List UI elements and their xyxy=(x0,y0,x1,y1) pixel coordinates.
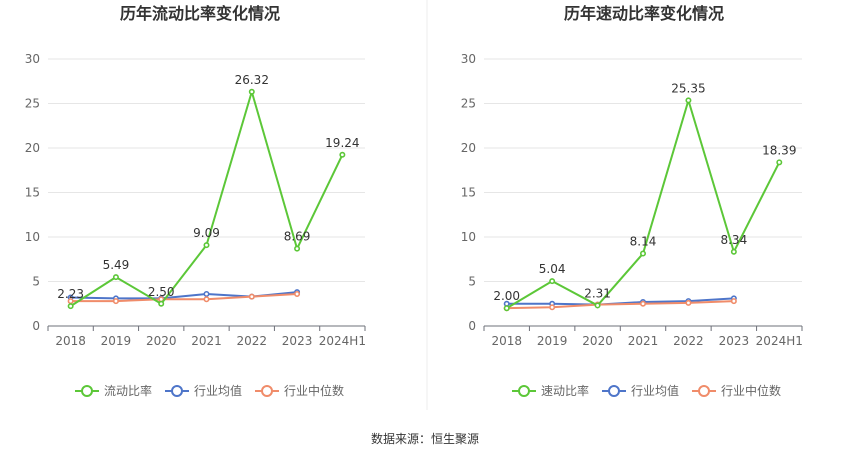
data-label: 8.69 xyxy=(284,230,311,244)
data-point xyxy=(67,303,74,310)
data-point xyxy=(248,293,255,300)
chart-title-quick-ratio: 历年速动比率变化情况 xyxy=(564,4,724,23)
data-point xyxy=(112,274,119,281)
data-label: 5.04 xyxy=(539,262,566,276)
y-tick-label: 0 xyxy=(468,319,476,333)
data-label: 9.09 xyxy=(193,226,220,240)
x-tick-label: 2022 xyxy=(673,334,704,348)
data-label: 2.31 xyxy=(584,286,611,300)
legend-label: 行业均值 xyxy=(631,383,679,398)
data-label: 26.32 xyxy=(235,73,269,87)
y-tick-label: 30 xyxy=(461,52,476,66)
x-tick-label: 2019 xyxy=(101,334,132,348)
legend-item-1[interactable]: 行业均值 xyxy=(602,383,679,398)
data-point xyxy=(203,242,210,249)
x-tick-label: 2020 xyxy=(146,334,177,348)
x-tick-label: 2023 xyxy=(282,334,313,348)
data-label: 18.39 xyxy=(762,143,796,157)
data-point xyxy=(112,298,119,305)
data-label: 2.50 xyxy=(148,285,175,299)
legend-item-2[interactable]: 行业中位数 xyxy=(255,383,344,398)
data-point xyxy=(503,305,510,312)
y-tick-label: 10 xyxy=(25,230,40,244)
legend-marker-icon xyxy=(518,385,530,397)
y-tick-label: 25 xyxy=(461,97,476,111)
data-label: 25.35 xyxy=(671,81,705,95)
x-tick-label: 2024H1 xyxy=(756,334,803,348)
y-tick-label: 15 xyxy=(25,186,40,200)
legend-item-0[interactable]: 速动比率 xyxy=(512,383,589,398)
data-point xyxy=(158,300,165,307)
data-label: 5.49 xyxy=(103,258,130,272)
x-tick-label: 2023 xyxy=(719,334,750,348)
x-tick-label: 2018 xyxy=(55,334,86,348)
legend-label: 行业中位数 xyxy=(284,383,344,398)
x-tick-label: 2018 xyxy=(491,334,522,348)
data-point xyxy=(248,88,255,95)
legend-item-0[interactable]: 流动比率 xyxy=(75,383,152,398)
legend-item-2[interactable]: 行业中位数 xyxy=(692,383,781,398)
chart-panel-1: 0 5 10 15 20 25 30 2018 2019 2020 2021 2022 2023 2024… xyxy=(461,52,803,398)
legend-item-1[interactable]: 行业均值 xyxy=(165,383,242,398)
x-tick-label: 2021 xyxy=(191,334,222,348)
data-point xyxy=(776,159,783,166)
y-tick-label: 30 xyxy=(25,52,40,66)
data-label: 8.34 xyxy=(720,233,747,247)
data-label: 2.00 xyxy=(493,289,520,303)
data-source-label: 数据来源：恒生聚源 xyxy=(371,431,479,446)
x-tick-label: 2019 xyxy=(537,334,568,348)
legend-label: 速动比率 xyxy=(541,383,589,398)
data-point xyxy=(730,248,737,255)
data-label: 2.23 xyxy=(57,287,84,301)
legend-label: 行业均值 xyxy=(194,383,242,398)
legend-marker-icon xyxy=(171,385,183,397)
data-point xyxy=(730,298,737,305)
data-point xyxy=(294,245,301,252)
chart-panel-0: 0 5 10 15 20 25 30 2018 2019 2020 2021 2022 2023 2024… xyxy=(25,52,366,398)
x-tick-label: 2020 xyxy=(582,334,613,348)
legend-label: 行业中位数 xyxy=(721,383,781,398)
data-point xyxy=(294,290,301,297)
data-point xyxy=(203,296,210,303)
data-label: 19.24 xyxy=(325,136,359,150)
x-tick-label: 2022 xyxy=(237,334,268,348)
series-line-2 xyxy=(506,300,734,310)
y-tick-label: 15 xyxy=(461,186,476,200)
legend-marker-icon xyxy=(698,385,710,397)
data-point xyxy=(594,302,601,309)
data-point xyxy=(549,278,556,285)
y-tick-label: 5 xyxy=(32,275,40,289)
legend-label: 流动比率 xyxy=(104,383,152,398)
y-tick-label: 20 xyxy=(461,141,476,155)
x-tick-label: 2024H1 xyxy=(319,334,366,348)
data-point xyxy=(685,299,692,306)
y-tick-label: 10 xyxy=(461,230,476,244)
series-line-2 xyxy=(70,292,298,303)
y-tick-label: 0 xyxy=(32,319,40,333)
x-tick-label: 2021 xyxy=(628,334,659,348)
chart-title-current-ratio: 历年流动比率变化情况 xyxy=(120,4,280,23)
data-point xyxy=(339,151,346,158)
data-point xyxy=(549,304,556,311)
y-tick-label: 20 xyxy=(25,141,40,155)
series-line-0 xyxy=(506,99,781,310)
legend-marker-icon xyxy=(261,385,273,397)
data-point xyxy=(203,290,210,297)
y-tick-label: 5 xyxy=(468,275,476,289)
legend-marker-icon xyxy=(81,385,93,397)
legend-marker-icon xyxy=(608,385,620,397)
data-label: 8.14 xyxy=(630,235,657,249)
y-tick-label: 25 xyxy=(25,97,40,111)
data-point xyxy=(639,250,646,257)
data-point xyxy=(639,300,646,307)
data-point xyxy=(685,97,692,104)
series-line-0 xyxy=(70,90,344,307)
